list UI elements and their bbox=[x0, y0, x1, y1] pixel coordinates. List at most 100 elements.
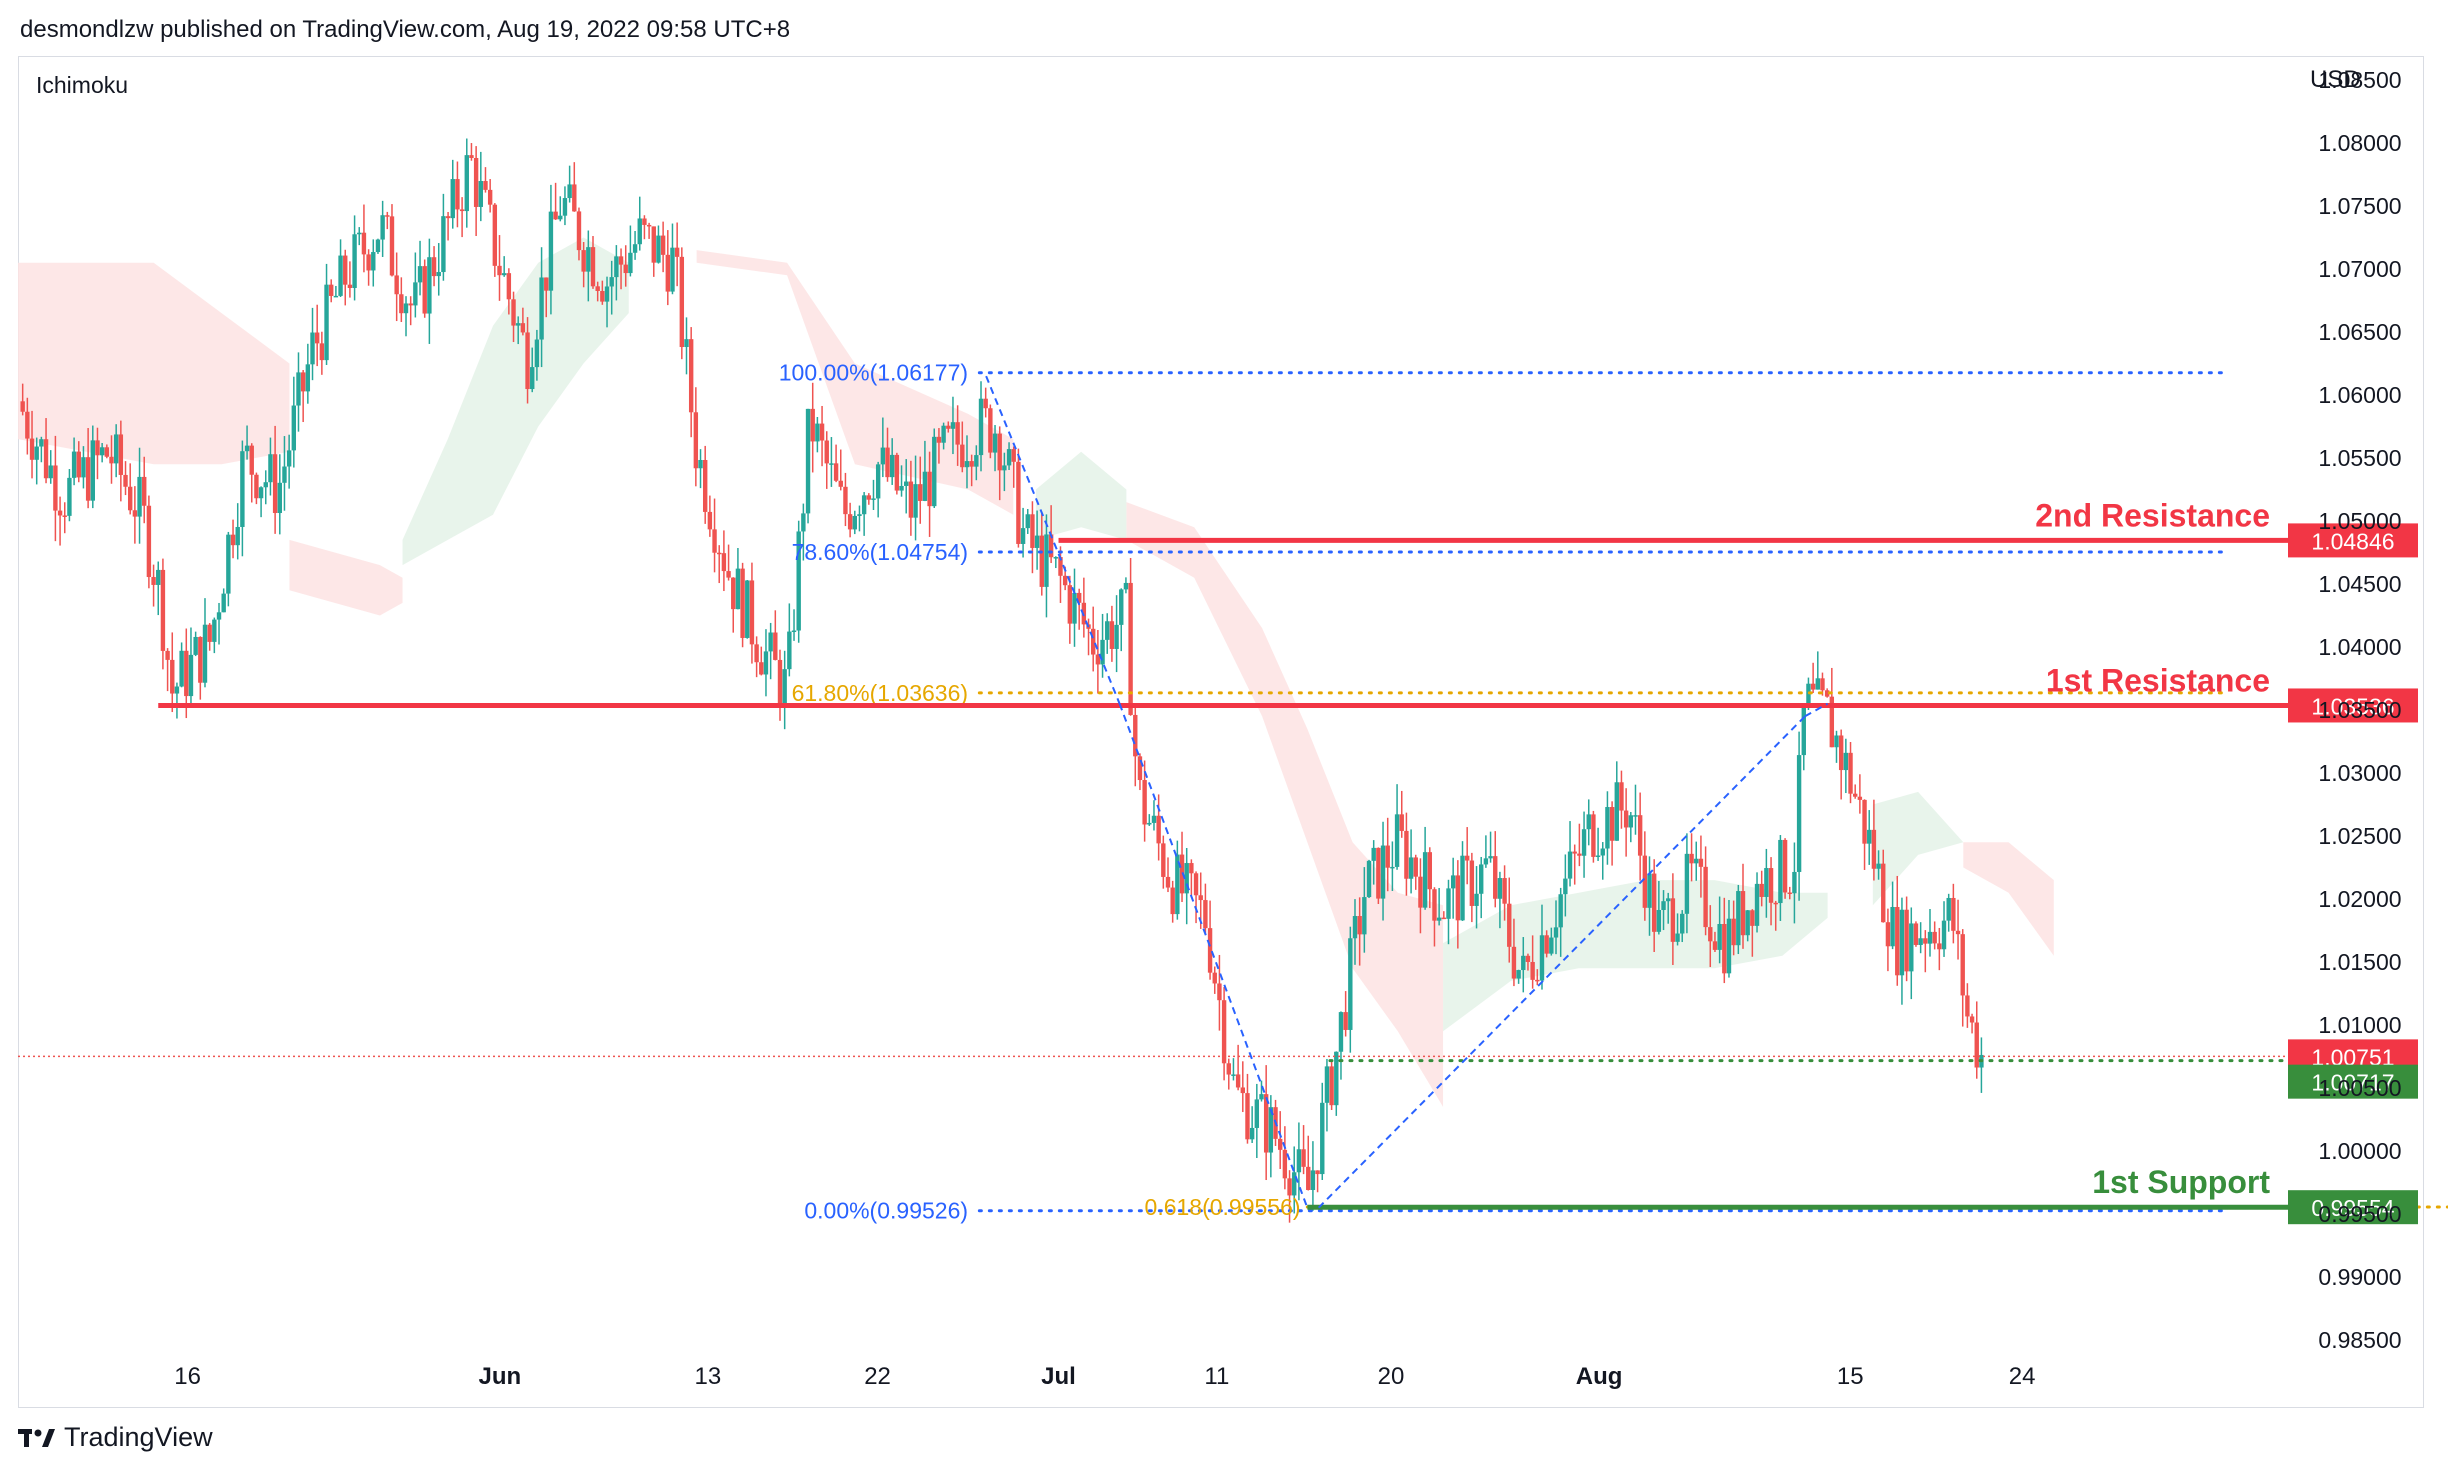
candle-body bbox=[1595, 855, 1601, 858]
candle-body bbox=[740, 568, 745, 638]
candle-body bbox=[553, 211, 558, 220]
candle-body bbox=[1287, 1178, 1292, 1196]
candle-body bbox=[712, 529, 717, 553]
candle-body bbox=[1670, 898, 1676, 942]
candle-body bbox=[670, 247, 675, 292]
candle-body bbox=[717, 552, 722, 555]
candle-body bbox=[1586, 814, 1591, 830]
candle-body bbox=[1221, 1000, 1227, 1064]
candle-body bbox=[1736, 891, 1741, 946]
fib-label: 0.00%(0.99526) bbox=[804, 1198, 968, 1224]
tradingview-logo-icon bbox=[18, 1428, 55, 1447]
candle-body bbox=[254, 474, 259, 499]
candle-body bbox=[90, 440, 95, 501]
candle-body bbox=[1161, 843, 1166, 877]
horizontal-levels: 2nd Resistance 1.04846 1st Resistance 1.035… bbox=[18, 497, 2418, 1225]
candle-body bbox=[1806, 683, 1811, 708]
candle-body bbox=[319, 343, 325, 361]
candle-body bbox=[1661, 901, 1666, 910]
candle-body bbox=[1867, 829, 1872, 844]
candle-body bbox=[1567, 851, 1573, 879]
candle-body bbox=[782, 669, 787, 705]
level-name: 1st Support bbox=[2092, 1164, 2270, 1200]
candle-body bbox=[459, 209, 465, 212]
time-tick: Jun bbox=[478, 1363, 521, 1390]
candle-body bbox=[389, 216, 395, 276]
candle-body bbox=[1516, 970, 1521, 979]
footer-brand[interactable]: TradingView bbox=[18, 1422, 213, 1453]
currency-label: USD bbox=[2310, 66, 2361, 93]
candle-body bbox=[347, 284, 353, 288]
candle-body bbox=[1941, 920, 1947, 950]
price-tick: 1.01000 bbox=[2318, 1012, 2401, 1038]
candle-body bbox=[600, 290, 605, 302]
candle-body bbox=[48, 465, 53, 479]
candle-body bbox=[838, 480, 843, 487]
candle-body bbox=[371, 252, 376, 271]
candle-body bbox=[880, 447, 886, 465]
candle-body bbox=[1184, 863, 1189, 894]
candle-body bbox=[1119, 589, 1124, 625]
candle-body bbox=[1020, 528, 1026, 544]
candle-body bbox=[399, 294, 404, 314]
candle-body bbox=[843, 486, 848, 515]
candle-body bbox=[1006, 449, 1012, 466]
candle-body bbox=[1535, 979, 1540, 982]
candle-body bbox=[1965, 995, 1970, 1017]
candle-body bbox=[1357, 916, 1362, 935]
candle-body bbox=[1207, 928, 1213, 973]
candle-body bbox=[1016, 461, 1021, 544]
candle-body bbox=[927, 471, 932, 507]
candle-body bbox=[1810, 683, 1816, 690]
candle-body bbox=[1123, 582, 1129, 590]
candle-body bbox=[240, 451, 245, 527]
candle-body bbox=[1955, 930, 1961, 935]
candle-body bbox=[282, 466, 287, 483]
price-tick: 1.00000 bbox=[2318, 1138, 2401, 1164]
candle-body bbox=[408, 303, 413, 306]
candle-body bbox=[492, 204, 498, 266]
candle-body bbox=[1413, 857, 1418, 877]
candle-body bbox=[338, 255, 343, 296]
candle-body bbox=[1137, 756, 1143, 781]
time-tick: Jul bbox=[1041, 1363, 1076, 1390]
candle-body bbox=[1460, 855, 1465, 921]
candle-body bbox=[726, 571, 731, 578]
candle-body bbox=[1647, 873, 1652, 908]
candle-body bbox=[801, 513, 806, 532]
candle-body bbox=[1764, 868, 1769, 897]
candle-body bbox=[1418, 876, 1423, 908]
price-tick: 1.05500 bbox=[2318, 445, 2401, 471]
level-price-label: 1.03536 bbox=[2311, 693, 2394, 719]
candle-body bbox=[1904, 909, 1909, 972]
candle-body bbox=[1609, 807, 1615, 841]
candle-body bbox=[71, 451, 77, 478]
candle-body bbox=[960, 444, 965, 468]
candle-body bbox=[1268, 1107, 1274, 1153]
candle-body bbox=[955, 422, 960, 445]
candle-body bbox=[380, 215, 385, 240]
price-tick: 1.04000 bbox=[2318, 634, 2401, 660]
candle-body bbox=[1263, 1094, 1269, 1153]
candle-body bbox=[436, 272, 441, 277]
candle-body bbox=[445, 216, 451, 219]
candle-body bbox=[674, 247, 680, 257]
indicator-label[interactable]: Ichimoku bbox=[36, 72, 129, 98]
candle-body bbox=[1740, 891, 1746, 936]
candle-body bbox=[1619, 782, 1624, 811]
candle-body bbox=[1857, 796, 1863, 800]
candle-body bbox=[805, 408, 811, 514]
candle-body bbox=[501, 273, 507, 276]
candle-body bbox=[969, 461, 974, 467]
candle-body bbox=[62, 515, 67, 517]
candle-body bbox=[1193, 873, 1199, 896]
candle-body bbox=[1960, 934, 1965, 996]
candle-body bbox=[1441, 917, 1447, 920]
candle-body bbox=[885, 447, 890, 478]
candle-body bbox=[352, 234, 357, 288]
candle-body bbox=[899, 485, 904, 491]
candle-body bbox=[861, 495, 867, 515]
cloud-bearish bbox=[1126, 502, 1444, 1107]
candle-body bbox=[1651, 873, 1657, 932]
